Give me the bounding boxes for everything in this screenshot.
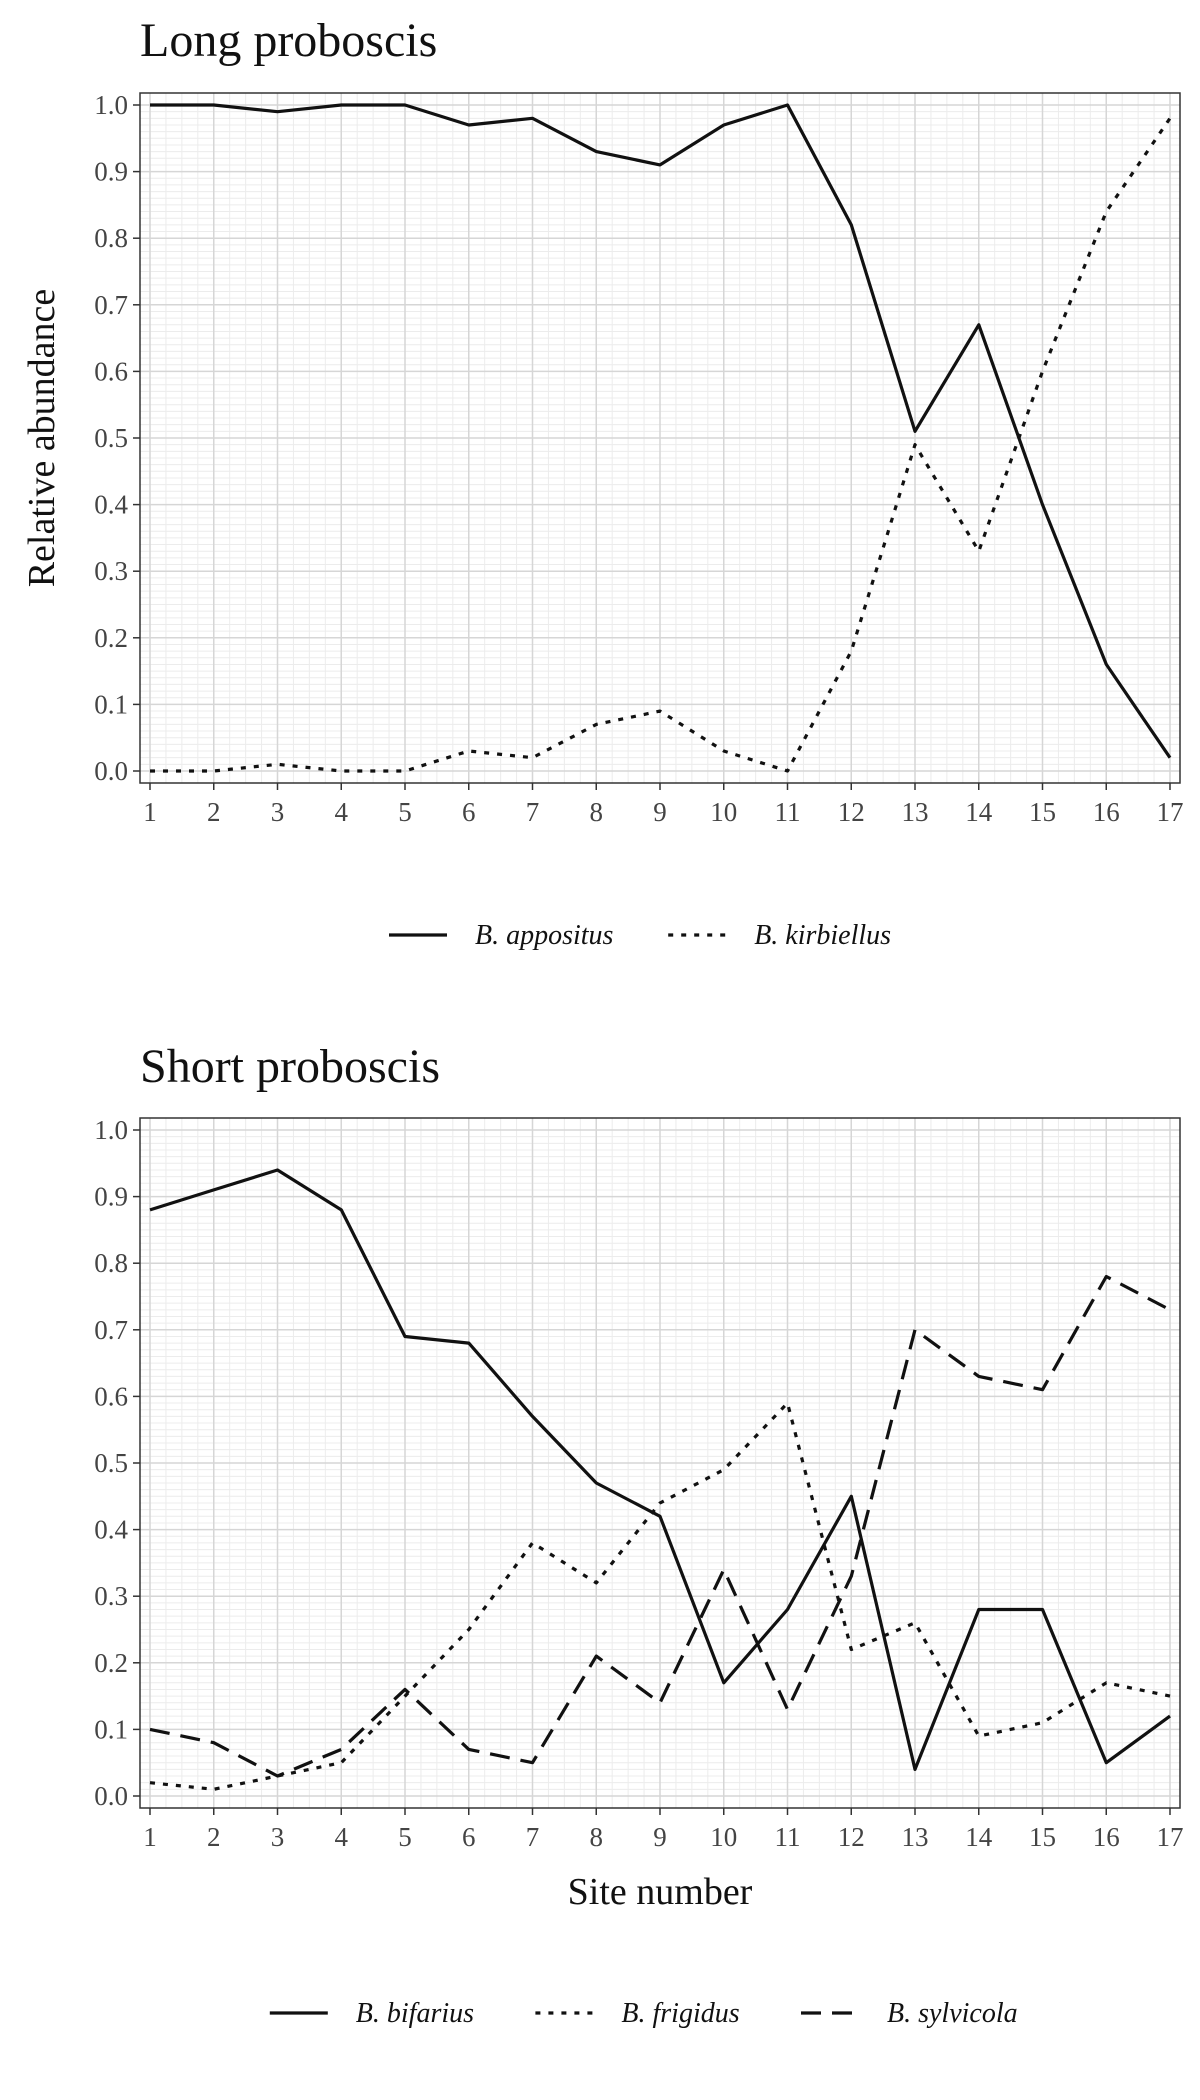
- x-tick-label: 10: [710, 797, 737, 827]
- x-tick-label: 6: [462, 1822, 476, 1852]
- legend-label: B. sylvicola: [887, 1998, 1018, 2029]
- x-tick-label: 13: [902, 1822, 929, 1852]
- y-tick-label: 1.0: [94, 90, 128, 120]
- y-tick-label: 0.7: [94, 290, 128, 320]
- x-tick-label: 3: [271, 797, 285, 827]
- x-tick-label: 11: [775, 1822, 801, 1852]
- x-tick-label: 1: [143, 1822, 157, 1852]
- y-tick-label: 0.5: [94, 1448, 128, 1478]
- legend-item: B. sylvicola: [801, 1998, 1018, 2029]
- x-tick-label: 5: [398, 797, 412, 827]
- x-tick-label: 11: [775, 797, 801, 827]
- y-tick-label: 0.6: [94, 356, 128, 386]
- y-tick-label: 0.4: [94, 490, 128, 520]
- y-tick-label: 0.6: [94, 1381, 128, 1411]
- y-tick-label: 0.0: [94, 1781, 128, 1811]
- legend-item: B. kirbiellus: [668, 920, 891, 951]
- long-proboscis-panel: Long proboscis 0.0 0.1 0.2 0.3 0.4 0.5 0.6 0.7 0.…: [21, 14, 1184, 951]
- y-tick-label: 0.0: [94, 756, 128, 786]
- x-tick-label: 2: [207, 1822, 221, 1852]
- x-tick-label: 17: [1157, 797, 1184, 827]
- x-tick-label: 8: [590, 797, 604, 827]
- y-tick-label: 0.3: [94, 1581, 128, 1611]
- y-tick-label: 0.9: [94, 157, 128, 187]
- x-tick-label: 14: [965, 797, 993, 827]
- y-tick-label: 0.5: [94, 423, 128, 453]
- y-tick-label: 0.7: [94, 1315, 128, 1345]
- x-tick-label: 7: [526, 1822, 540, 1852]
- y-tick-label: 1.0: [94, 1115, 128, 1145]
- legend-label: B. frigidus: [621, 1998, 739, 2029]
- series-line-b-appositus: [150, 103, 1172, 759]
- chart-title: Long proboscis: [140, 14, 437, 67]
- x-tick-label: 4: [335, 797, 349, 827]
- series-line-b-frigidus: [149, 1401, 1171, 1791]
- x-tick-label: 5: [398, 1822, 412, 1852]
- x-tick-label: 17: [1157, 1822, 1184, 1852]
- x-tick-label: 3: [271, 1822, 285, 1852]
- y-tick-label: 0.1: [94, 689, 128, 719]
- x-tick-label: 15: [1029, 797, 1056, 827]
- series-line-b-bifarius: [149, 1168, 1171, 1772]
- legend-label: B. bifarius: [356, 1998, 474, 2029]
- x-tick-label: 9: [653, 797, 667, 827]
- short-proboscis-panel: Short proboscis 0.0 0.1 0.2 0.3 0.4 0.5 0.6 0.7 0…: [94, 1040, 1183, 2029]
- y-tick-label: 0.8: [94, 223, 128, 253]
- x-tick-label: 7: [526, 797, 540, 827]
- y-tick-label: 0.9: [94, 1182, 128, 1212]
- legend: B. appositus B. kirbiellus: [389, 920, 891, 951]
- x-tick-label: 13: [902, 797, 929, 827]
- y-tick-label: 0.2: [94, 1648, 128, 1678]
- chart-title: Short proboscis: [140, 1040, 440, 1093]
- x-tick-label: 6: [462, 797, 476, 827]
- x-tick-label: 9: [653, 1822, 667, 1852]
- legend-item: B. appositus: [389, 920, 614, 951]
- x-axis-title: Site number: [568, 1871, 753, 1913]
- x-tick-label: 8: [590, 1822, 604, 1852]
- x-tick-label: 16: [1093, 1822, 1120, 1852]
- y-tick-label: 0.3: [94, 556, 128, 586]
- x-tick-label: 2: [207, 797, 221, 827]
- x-tick-label: 15: [1029, 1822, 1056, 1852]
- x-tick-label: 1: [143, 797, 157, 827]
- legend-label: B. kirbiellus: [754, 920, 891, 951]
- legend-item: B. bifarius: [269, 1998, 474, 2029]
- x-tick-label: 14: [965, 1822, 993, 1852]
- legend: B. bifarius B. frigidus B. sylvicola: [269, 1998, 1018, 2029]
- series-line-b-kirbiellus: [150, 117, 1172, 773]
- x-tick-label: 4: [335, 1822, 349, 1852]
- y-tick-label: 0.8: [94, 1248, 128, 1278]
- x-tick-label: 10: [710, 1822, 737, 1852]
- legend-label: B. appositus: [475, 920, 614, 951]
- y-axis-title: Relative abundance: [21, 289, 63, 588]
- y-tick-label: 0.1: [94, 1714, 128, 1744]
- x-tick-label: 16: [1093, 797, 1120, 827]
- x-tick-label: 12: [838, 797, 865, 827]
- x-tick-label: 12: [838, 1822, 865, 1852]
- y-tick-label: 0.4: [94, 1515, 128, 1545]
- legend-item: B. frigidus: [535, 1998, 740, 2029]
- y-tick-label: 0.2: [94, 623, 128, 653]
